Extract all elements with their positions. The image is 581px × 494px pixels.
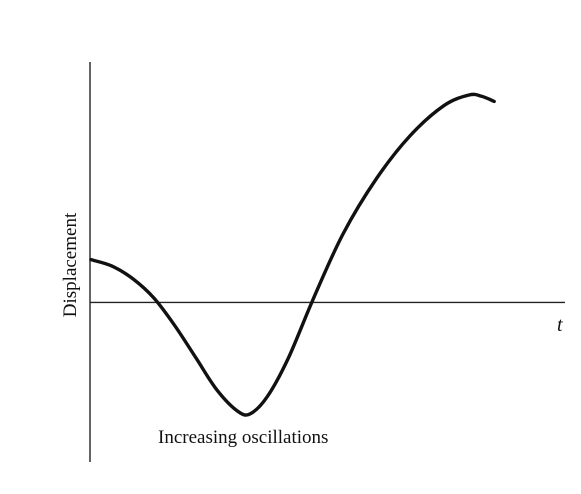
axes bbox=[89, 62, 565, 462]
series-layer bbox=[89, 92, 496, 417]
annotation-increasing-oscillations: Increasing oscillations bbox=[158, 427, 328, 448]
y-axis-label: Displacement bbox=[60, 212, 81, 317]
displacement-curve bbox=[89, 92, 496, 417]
x-axis-label: t bbox=[557, 314, 563, 336]
